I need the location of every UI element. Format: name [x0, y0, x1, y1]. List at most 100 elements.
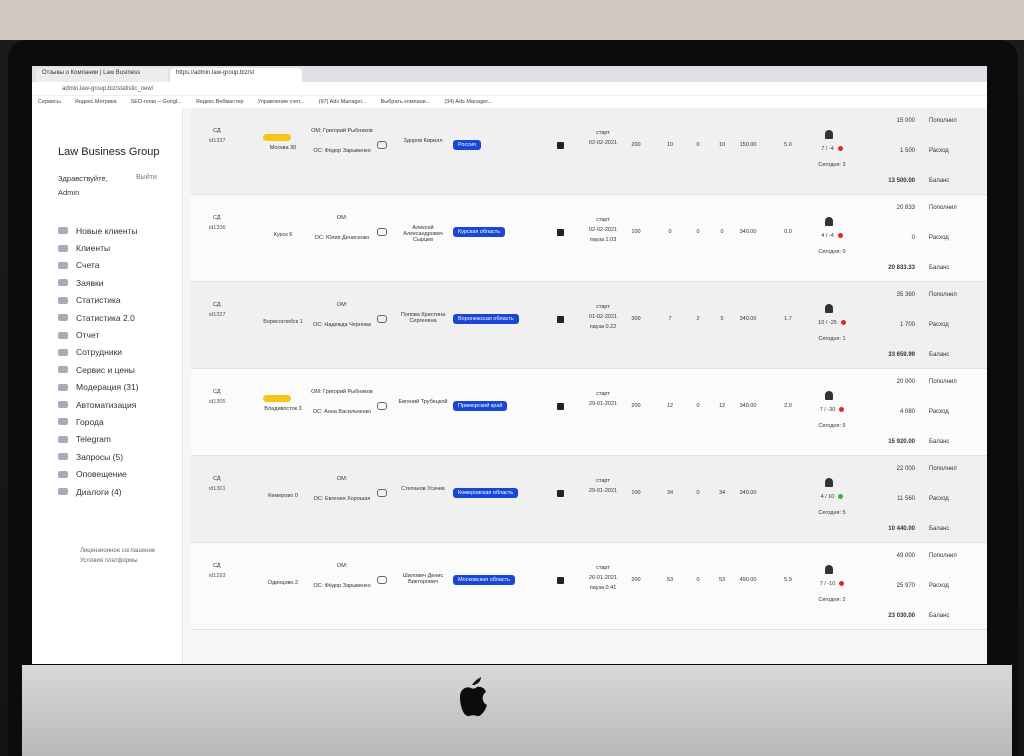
menu-item[interactable]: Диалоги (4)	[58, 483, 139, 500]
bookmark[interactable]: Сервисы	[38, 99, 61, 105]
bell[interactable]	[825, 217, 833, 226]
money-label: Баланс	[929, 613, 950, 619]
table-row: СД id1336 Курск 6 ОМ: ОС: Юлия Денисенко Алек…	[191, 195, 987, 282]
region-tag[interactable]: Приморский край	[453, 401, 508, 411]
footer-link[interactable]: Лицензионное соглашение	[80, 548, 156, 554]
manager-om: ОМ: Григорий Рыбников	[311, 389, 373, 395]
monitor-chin	[22, 665, 1012, 756]
city: Владивосток 3	[264, 406, 302, 412]
logout[interactable]: Выйти	[136, 174, 157, 181]
add-button[interactable]	[557, 142, 564, 149]
menu-item[interactable]: Клиенты	[58, 239, 139, 256]
bell[interactable]	[825, 565, 833, 574]
menu-item[interactable]: Автоматизация	[58, 396, 139, 413]
pause: пауза 0.22	[589, 324, 617, 330]
bell[interactable]	[825, 130, 833, 139]
brand[interactable]: Law Business Group	[58, 146, 160, 158]
start-label: старт	[596, 304, 610, 310]
bell[interactable]	[825, 391, 833, 400]
manager-os: ОС: Юлия Денисенко	[314, 235, 370, 241]
add-button[interactable]	[557, 490, 564, 497]
chat-icon[interactable]	[377, 228, 387, 236]
ratio: 7 / -4	[821, 146, 834, 152]
add-button[interactable]	[557, 577, 564, 584]
table-row: СД id1337 Москва 30 ОМ: Григорий Рыбников ОС…	[191, 108, 987, 195]
metric: 5.9	[784, 577, 792, 583]
menu-icon	[58, 331, 68, 339]
menu-item[interactable]: Статистика 2.0	[58, 309, 139, 326]
metric: 0	[696, 229, 700, 235]
money-label: Пополнил	[929, 292, 957, 298]
bookmark[interactable]: (97) Ads Manager...	[318, 99, 367, 105]
menu-item[interactable]: Счета	[58, 257, 139, 274]
add-button[interactable]	[557, 403, 564, 410]
address-bar[interactable]: admin.law-group.biz/statistic_new/	[32, 82, 987, 96]
manager-om: ОМ:	[336, 302, 348, 308]
metric: 200	[631, 142, 641, 148]
metric: 1.7	[784, 316, 792, 322]
chat-icon[interactable]	[377, 315, 387, 323]
money-value: 15 000	[896, 118, 915, 124]
metric: 300	[631, 316, 641, 322]
menu-label: Модерация (31)	[76, 382, 139, 393]
region-tag[interactable]: Московская область	[453, 575, 516, 585]
metric: 0	[696, 577, 700, 583]
bookmark[interactable]: SEO-план – Googl...	[130, 99, 182, 105]
money-label: Расход	[929, 583, 949, 589]
menu-item[interactable]: Запросы (5)	[58, 448, 139, 465]
chat-icon[interactable]	[377, 576, 387, 584]
menu-icon	[58, 296, 68, 304]
bookmark[interactable]: Управление счет...	[257, 99, 305, 105]
ratio: 4 / 10	[820, 494, 835, 500]
menu-item[interactable]: Заявки	[58, 274, 139, 291]
region-tag[interactable]: Кемеровская область	[453, 488, 519, 498]
ratio-wrap: 4 / 10	[807, 494, 857, 500]
money-label: Баланс	[929, 439, 950, 445]
money-value: 33 659.99	[888, 352, 915, 358]
browser-tab[interactable]: https://admin.law-group.biz/st	[170, 68, 302, 82]
manager-os: ОС: Фёдор Зарывенко	[313, 583, 371, 589]
bell[interactable]	[825, 478, 833, 487]
bookmark[interactable]: Яндекс.Вебмастер	[195, 99, 244, 105]
city: Борисоглебск 1	[263, 319, 303, 325]
chat-icon[interactable]	[377, 141, 387, 149]
table-row: СД id1293 Одинцово 2 ОМ: ОС: Фёдор Зарывенко…	[191, 543, 987, 630]
url: admin.law-group.biz/statistic_new/	[62, 85, 154, 92]
bookmark[interactable]: Яндекс.Метрика	[74, 99, 117, 105]
region-tag[interactable]: Воронежская область	[453, 314, 519, 324]
bell[interactable]	[825, 304, 833, 313]
menu-item[interactable]: Отчет	[58, 326, 139, 343]
money-label: Расход	[929, 322, 949, 328]
chat-icon[interactable]	[377, 489, 387, 497]
add-button[interactable]	[557, 229, 564, 236]
bookmark[interactable]: Выбрать компани...	[380, 99, 431, 105]
region-tag[interactable]: Курская область	[453, 227, 506, 237]
menu-item[interactable]: Оповещение	[58, 465, 139, 482]
menu-icon	[58, 366, 68, 374]
money-value: 49 000	[896, 553, 915, 559]
manager-os: ОС: Евгения Хорошая	[313, 496, 371, 502]
menu-label: Запросы (5)	[76, 451, 124, 462]
today: Сегодня: 1	[818, 336, 846, 342]
menu-item[interactable]: Сотрудники	[58, 344, 139, 361]
menu-item[interactable]: Модерация (31)	[58, 379, 139, 396]
money-value: 23 030.00	[888, 613, 915, 619]
menu-item[interactable]: Сервис и цены	[58, 361, 139, 378]
browser-tab[interactable]: Отзывы о Компании | Law Business	[36, 68, 168, 82]
menu-item[interactable]: Новые клиенты	[58, 222, 139, 239]
metric: 0	[668, 229, 672, 235]
sidebar: Law Business Group Здравствуйте, Admin В…	[32, 108, 183, 664]
add-button[interactable]	[557, 316, 564, 323]
menu-item[interactable]: Telegram	[58, 431, 139, 448]
footer-link[interactable]: Условия платформы	[80, 558, 138, 564]
region-tag[interactable]: Россия	[453, 140, 482, 150]
menu-label: Города	[76, 416, 104, 427]
table-row: СД id1327 Борисоглебск 1 ОМ: ОС: Надежда Чер…	[191, 282, 987, 369]
bookmark[interactable]: (34) Ads Manager...	[444, 99, 493, 105]
menu-icon	[58, 227, 68, 235]
menu-item[interactable]: Статистика	[58, 292, 139, 309]
metric: 0	[696, 403, 700, 409]
menu-item[interactable]: Города	[58, 413, 139, 430]
money-value: 1 700	[899, 322, 915, 328]
chat-icon[interactable]	[377, 402, 387, 410]
